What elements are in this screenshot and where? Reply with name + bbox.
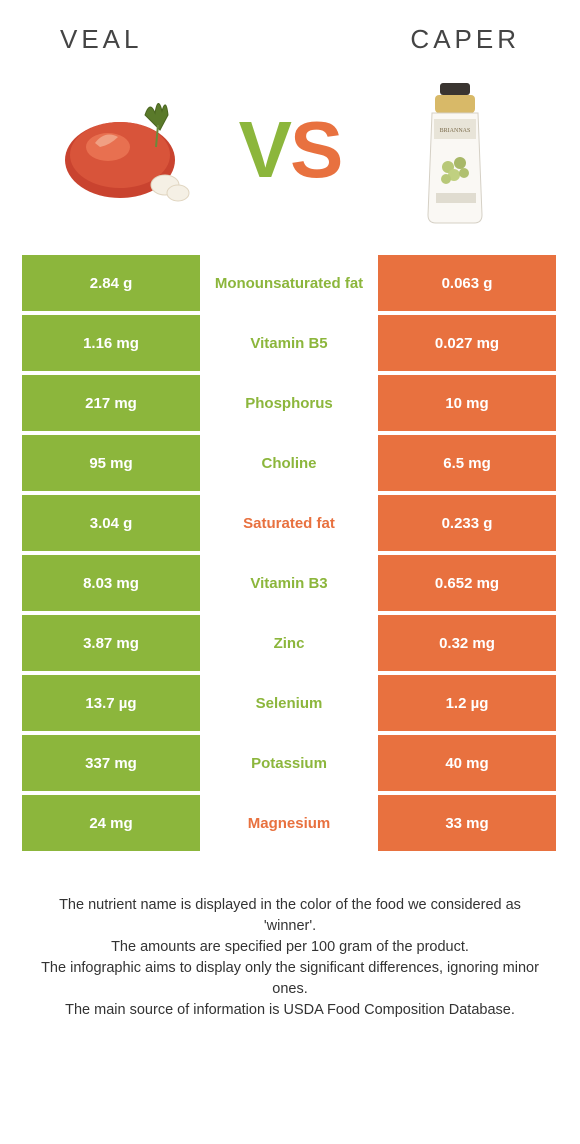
nutrient-label: Choline	[200, 435, 378, 491]
table-row: 3.04 gSaturated fat0.233 g	[22, 495, 558, 551]
table-row: 24 mgMagnesium33 mg	[22, 795, 558, 851]
table-row: 2.84 gMonounsaturated fat0.063 g	[22, 255, 558, 311]
value-right: 33 mg	[378, 795, 556, 851]
value-left: 2.84 g	[22, 255, 200, 311]
nutrient-label: Selenium	[200, 675, 378, 731]
nutrient-label: Phosphorus	[200, 375, 378, 431]
value-right: 6.5 mg	[378, 435, 556, 491]
nutrient-label: Monounsaturated fat	[200, 255, 378, 311]
table-row: 13.7 µgSelenium1.2 µg	[22, 675, 558, 731]
value-right: 1.2 µg	[378, 675, 556, 731]
footer-notes: The nutrient name is displayed in the co…	[0, 855, 580, 1021]
table-row: 337 mgPotassium40 mg	[22, 735, 558, 791]
value-right: 40 mg	[378, 735, 556, 791]
nutrient-label: Magnesium	[200, 795, 378, 851]
nutrient-label: Vitamin B3	[200, 555, 378, 611]
table-row: 1.16 mgVitamin B50.027 mg	[22, 315, 558, 371]
footer-line: The main source of information is USDA F…	[36, 1000, 544, 1021]
value-right: 0.063 g	[378, 255, 556, 311]
vs-s: S	[290, 105, 341, 194]
nutrient-label: Potassium	[200, 735, 378, 791]
table-row: 3.87 mgZinc0.32 mg	[22, 615, 558, 671]
value-left: 24 mg	[22, 795, 200, 851]
title-right: Caper	[410, 24, 520, 55]
value-left: 3.04 g	[22, 495, 200, 551]
veal-icon	[50, 75, 200, 225]
header: Veal Caper	[0, 0, 580, 65]
value-right: 10 mg	[378, 375, 556, 431]
vs-v: V	[239, 105, 290, 194]
hero: VS BRIANNAS	[0, 65, 580, 255]
table-row: 8.03 mgVitamin B30.652 mg	[22, 555, 558, 611]
value-right: 0.027 mg	[378, 315, 556, 371]
nutrient-label: Saturated fat	[200, 495, 378, 551]
value-left: 95 mg	[22, 435, 200, 491]
value-left: 3.87 mg	[22, 615, 200, 671]
caper-icon: BRIANNAS	[380, 75, 530, 225]
table-row: 217 mgPhosphorus10 mg	[22, 375, 558, 431]
value-left: 337 mg	[22, 735, 200, 791]
footer-line: The nutrient name is displayed in the co…	[36, 895, 544, 937]
veal-image	[50, 75, 200, 225]
value-right: 0.652 mg	[378, 555, 556, 611]
footer-line: The amounts are specified per 100 gram o…	[36, 937, 544, 958]
nutrient-label: Zinc	[200, 615, 378, 671]
value-left: 13.7 µg	[22, 675, 200, 731]
value-right: 0.32 mg	[378, 615, 556, 671]
caper-image: BRIANNAS	[380, 75, 530, 225]
vs-label: VS	[239, 104, 342, 196]
comparison-table: 2.84 gMonounsaturated fat0.063 g1.16 mgV…	[22, 255, 558, 851]
footer-line: The infographic aims to display only the…	[36, 958, 544, 1000]
value-left: 217 mg	[22, 375, 200, 431]
nutrient-label: Vitamin B5	[200, 315, 378, 371]
value-left: 8.03 mg	[22, 555, 200, 611]
title-left: Veal	[60, 24, 143, 55]
table-row: 95 mgCholine6.5 mg	[22, 435, 558, 491]
value-left: 1.16 mg	[22, 315, 200, 371]
value-right: 0.233 g	[378, 495, 556, 551]
svg-text:BRIANNAS: BRIANNAS	[440, 128, 471, 134]
